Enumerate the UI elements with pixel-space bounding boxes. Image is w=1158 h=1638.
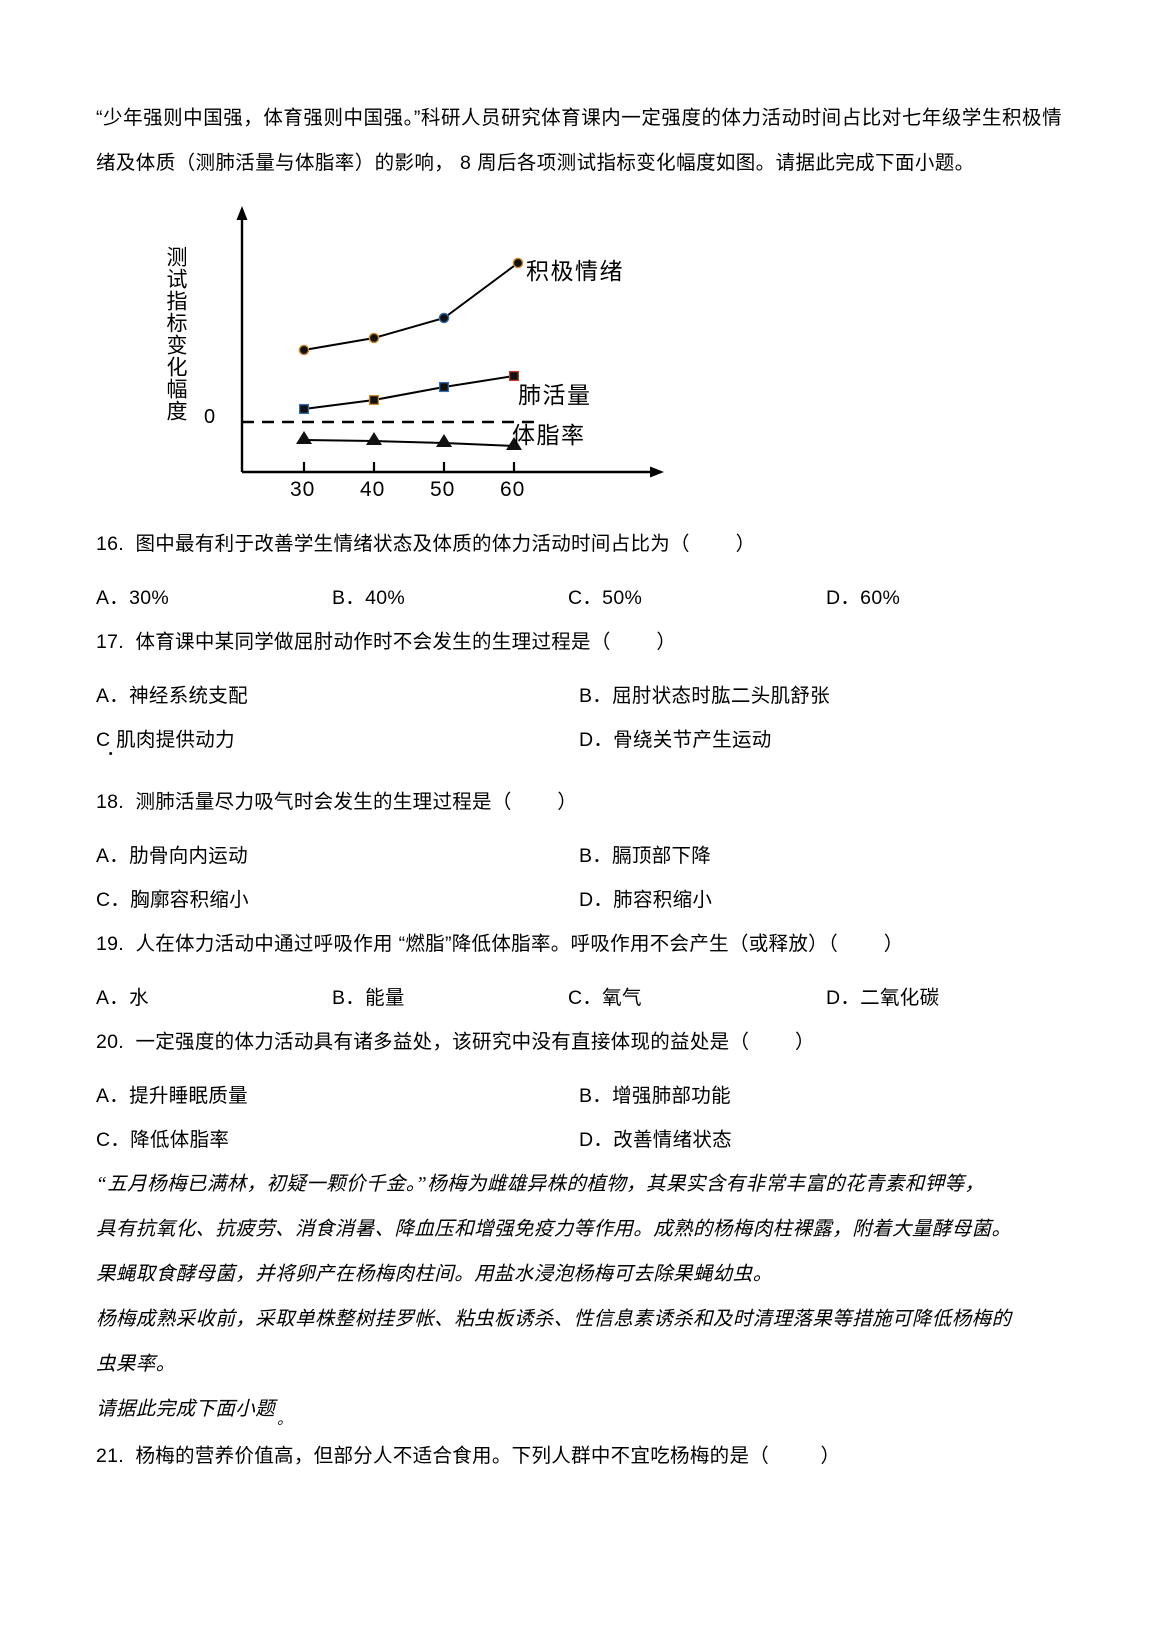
data-point-vital-capacity [508, 370, 520, 382]
series-label-emotion: 积极情绪 [526, 258, 624, 284]
question-17-options-row-1: A．神经系统支配 B．屈肘状态时肱二头肌舒张 [96, 674, 1062, 718]
option-16-a[interactable]: A．30% [96, 587, 170, 609]
option-18-b[interactable]: B．膈顶部下降 [579, 845, 712, 867]
data-point-emotion [368, 332, 380, 344]
question-19-number: 19. [96, 933, 125, 955]
option-17-a[interactable]: A．神经系统支配 [96, 685, 248, 707]
option-19-a[interactable]: A．水 [96, 987, 149, 1009]
option-16-c[interactable]: C．50% [568, 587, 643, 609]
question-21-stem: 21. 杨梅的营养价值高，但部分人不适合食用。下列人群中不宜吃杨梅的是（ ） [96, 1434, 1062, 1478]
chart-svg [236, 206, 664, 478]
data-point-body-fat [506, 437, 522, 450]
option-17-d[interactable]: D．骨绕关节产生运动 [579, 729, 772, 751]
question-17-number: 17. [96, 631, 125, 653]
data-point-body-fat [296, 431, 312, 444]
option-20-a[interactable]: A．提升睡眠质量 [96, 1085, 248, 1107]
question-19-stem: 19. 人在体力活动中通过呼吸作用 “燃脂”降低体脂率。呼吸作用不会产生（或释放… [96, 922, 1062, 966]
y-axis-label: 测试指标变化幅度 [164, 246, 187, 422]
passage-2-line-2: 具有抗氧化、抗疲劳、消食消暑、降血压和增强免疫力等作用。成熟的杨梅肉柱裸露，附着… [96, 1219, 1012, 1240]
question-20-text: 一定强度的体力活动具有诸多益处，该研究中没有直接体现的益处是（ ） [135, 1031, 815, 1053]
option-16-b[interactable]: B．40% [332, 587, 406, 609]
series-line-vital-capacity [303, 375, 515, 410]
data-point-vital-capacity [298, 403, 310, 415]
series-line-emotion [303, 262, 519, 351]
question-16-number: 16. [96, 533, 125, 555]
x-tick-label-60: 60 [500, 478, 526, 501]
question-19-options: A．水 B．能量 C．氧气 D．二氧化碳 [96, 976, 1062, 1020]
zero-tick-label: 0 [204, 406, 216, 428]
question-20-stem: 20. 一定强度的体力活动具有诸多益处，该研究中没有直接体现的益处是（ ） [96, 1020, 1062, 1064]
line-chart: 测试指标变化幅度 0 积极情绪 肺活量 体脂率 30 40 50 60 [152, 200, 672, 510]
option-16-d[interactable]: D．60% [826, 587, 901, 609]
passage-1-text: “少年强则中国强，体育强则中国强。”科研人员研究体育课内一定强度的体力活动时间占… [96, 107, 1062, 174]
data-point-emotion [298, 344, 310, 356]
data-point-emotion [512, 257, 524, 269]
option-19-d[interactable]: D．二氧化碳 [826, 987, 940, 1009]
passage-2-line-6-text: 请据此完成下面小题 [96, 1399, 276, 1420]
option-18-d[interactable]: D．肺容积缩小 [579, 889, 713, 911]
series-label-body-fat: 体脂率 [512, 422, 586, 448]
option-20-c[interactable]: C．降低体脂率 [96, 1129, 230, 1151]
passage-2-line-5: 虫果率。 [96, 1354, 176, 1375]
option-20-b[interactable]: B．增强肺部功能 [579, 1085, 731, 1107]
option-17-c[interactable]: C 肌肉提供动力 [96, 729, 235, 751]
option-18-c[interactable]: C．胸廓容积缩小 [96, 889, 249, 911]
question-21-text: 杨梅的营养价值高，但部分人不适合食用。下列人群中不宜吃杨梅的是（ ） [135, 1445, 841, 1467]
question-16-options: A．30% B．40% C．50% D．60% [96, 576, 1062, 620]
series-label-vital-capacity: 肺活量 [518, 382, 592, 408]
question-17-stem: 17. 体育课中某同学做屈肘动作时不会发生的生理过程是（ ） [96, 620, 1062, 664]
question-17-text: 体育课中某同学做屈肘动作时不会发生的生理过程是（ ） [135, 631, 677, 653]
data-point-body-fat [366, 432, 382, 445]
data-point-emotion [438, 312, 450, 324]
passage-2-line-4: 杨梅成熟采收前，采取单株整树挂罗帐、粘虫板诱杀、性信息素诱杀和及时清理落果等措施… [96, 1309, 1012, 1330]
passage-2-line-1: “五月杨梅已满林，初疑一颗价千金。”杨梅为雌雄异株的植物，其果实含有非常丰富的花… [96, 1174, 985, 1195]
x-tick-label-30: 30 [290, 478, 316, 501]
data-point-vital-capacity [368, 394, 380, 406]
option-19-b[interactable]: B．能量 [332, 987, 405, 1009]
question-18-text: 测肺活量尽力吸气时会发生的生理过程是（ ） [135, 791, 578, 813]
series-line-body-fat [303, 439, 515, 447]
question-20-number: 20. [96, 1031, 125, 1053]
passage-2-line-6: 请据此完成下面小题。 [96, 1387, 1062, 1434]
option-17-b[interactable]: B．屈肘状态时肱二头肌舒张 [579, 685, 830, 707]
question-18-options-row-2: C．胸廓容积缩小 D．肺容积缩小 [96, 878, 1062, 922]
question-18-number: 18. [96, 791, 125, 813]
option-19-c[interactable]: C．氧气 [568, 987, 642, 1009]
y-axis-arrow [236, 206, 248, 220]
question-20-options-row-1: A．提升睡眠质量 B．增强肺部功能 [96, 1074, 1062, 1118]
x-tick-label-50: 50 [430, 478, 456, 501]
figure-container: 测试指标变化幅度 0 积极情绪 肺活量 体脂率 30 40 50 60 [96, 200, 1062, 518]
question-18-stem: 18. 测肺活量尽力吸气时会发生的生理过程是（ ） [96, 780, 1062, 824]
question-19-text: 人在体力活动中通过呼吸作用 “燃脂”降低体脂率。呼吸作用不会产生（或释放）（ ） [135, 933, 904, 955]
question-18-options-row-1: A．肋骨向内运动 B．膈顶部下降 [96, 834, 1062, 878]
question-21-number: 21. [96, 1445, 125, 1467]
x-axis-arrow [650, 466, 664, 478]
option-17-c-stray-dot: ． [106, 738, 126, 760]
question-16-stem: 16. 图中最有利于改善学生情绪状态及体质的体力活动时间占比为（ ） [96, 522, 1062, 566]
passage-2-stray-period: 。 [277, 1412, 293, 1428]
question-16-text: 图中最有利于改善学生情绪状态及体质的体力活动时间占比为（ ） [135, 533, 756, 555]
data-point-body-fat [436, 434, 452, 447]
x-tick-label-40: 40 [360, 478, 386, 501]
passage-2-line-3: 果蝇取食酵母菌，并将卵产在杨梅肉柱间。用盐水浸泡杨梅可去除果蝇幼虫。 [96, 1264, 773, 1285]
page-content: “少年强则中国强，体育强则中国强。”科研人员研究体育课内一定强度的体力活动时间占… [96, 96, 1062, 1478]
option-18-a[interactable]: A．肋骨向内运动 [96, 845, 248, 867]
question-17-options-row-2: C 肌肉提供动力 D．骨绕关节产生运动 ． [96, 718, 1062, 762]
option-20-d[interactable]: D．改善情绪状态 [579, 1129, 732, 1151]
question-20-options-row-2: C．降低体脂率 D．改善情绪状态 [96, 1118, 1062, 1162]
data-point-vital-capacity [438, 381, 450, 393]
